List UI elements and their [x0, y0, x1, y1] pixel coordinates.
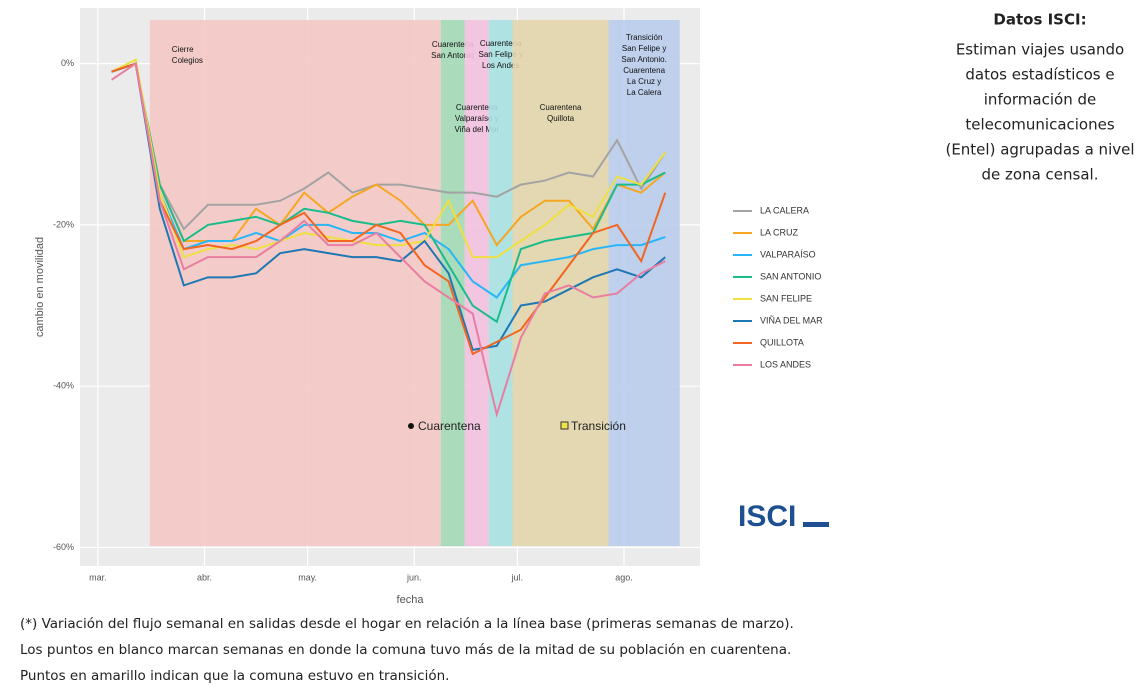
period-label: Quillota: [547, 114, 575, 123]
legend-label: LA CALERA: [760, 205, 809, 215]
side-line: datos estadísticos e: [965, 66, 1114, 84]
period-label: San Antonio: [431, 51, 475, 60]
period-label: Los Andes: [482, 61, 519, 70]
side-line: Estiman viajes usando: [956, 41, 1124, 59]
x-axis-title: fecha: [397, 594, 425, 606]
y-tick-label: -60%: [53, 542, 74, 552]
period-band: [149, 20, 441, 546]
legend-label: QUILLOTA: [760, 337, 804, 347]
period-label: Cuarentena: [623, 66, 665, 75]
legend-label: VALPARAÍSO: [760, 249, 816, 259]
period-label: Cuarentena: [540, 103, 582, 112]
footnote-line: (*) Variación del flujo semanal en salid…: [20, 616, 794, 632]
period-label: Cuarentena: [480, 39, 522, 48]
period-label: San Felipe y: [622, 44, 666, 53]
series-line: [111, 62, 666, 299]
quarantine-symbol: [408, 423, 414, 429]
x-tick-label: jun.: [406, 572, 422, 582]
x-tick-label: may.: [298, 572, 317, 582]
x-tick-label: mar.: [89, 572, 107, 582]
y-tick-label: 0%: [61, 58, 74, 68]
period-band: [608, 20, 680, 546]
period-band: [440, 20, 465, 546]
series-line: [111, 61, 666, 419]
period-label: San Felipe y: [478, 50, 522, 59]
period-label: Viña del Mar: [454, 125, 499, 134]
period-label: Valparaíso y: [455, 114, 499, 123]
period-band: [488, 20, 513, 546]
legend-label: SAN FELIPE: [760, 293, 812, 303]
logo: ISCI: [738, 500, 796, 533]
period-label: Cuarentena: [456, 103, 498, 112]
period-band: [512, 20, 609, 546]
legend-label: SAN ANTONIO: [760, 271, 821, 281]
legend-label: LA CRUZ: [760, 227, 799, 237]
x-tick-label: ago.: [615, 572, 633, 582]
x-tick-label: abr.: [197, 572, 212, 582]
series-line: [111, 62, 666, 324]
side-line: información de: [984, 91, 1096, 109]
x-tick-label: jul.: [511, 572, 524, 582]
series-line: [111, 62, 667, 356]
period-label: Colegios: [172, 56, 203, 65]
legend-label: LOS ANDES: [760, 359, 811, 369]
annotation: Transición: [571, 419, 626, 433]
side-line: telecomunicaciones: [965, 116, 1114, 134]
footnote-line: Puntos en amarillo indican que la comuna…: [20, 668, 449, 684]
legend-label: VIÑA DEL MAR: [760, 315, 823, 325]
footnote-line: Los puntos en blanco marcan semanas en d…: [20, 642, 791, 658]
annotation: Cuarentena: [418, 419, 481, 433]
y-tick-label: -20%: [53, 219, 74, 229]
period-label: Cuarentena: [432, 40, 474, 49]
period-label: Transición: [626, 33, 663, 42]
y-axis-title: cambio en movilidad: [34, 237, 46, 337]
period-label: San Antonio.: [621, 55, 666, 64]
period-label: La Calera: [627, 88, 662, 97]
side-title: Datos ISCI:: [993, 11, 1086, 29]
period-label: La Cruz y: [627, 77, 661, 86]
series-line: [111, 62, 666, 247]
series-line: [111, 62, 667, 231]
transition-symbol: [560, 421, 569, 430]
period-label: Cierre: [172, 45, 194, 54]
y-tick-label: -40%: [53, 381, 74, 391]
side-line: de zona censal.: [982, 166, 1099, 184]
logo-bar: [803, 522, 829, 527]
side-line: (Entel) agrupadas a nivel: [945, 141, 1134, 159]
